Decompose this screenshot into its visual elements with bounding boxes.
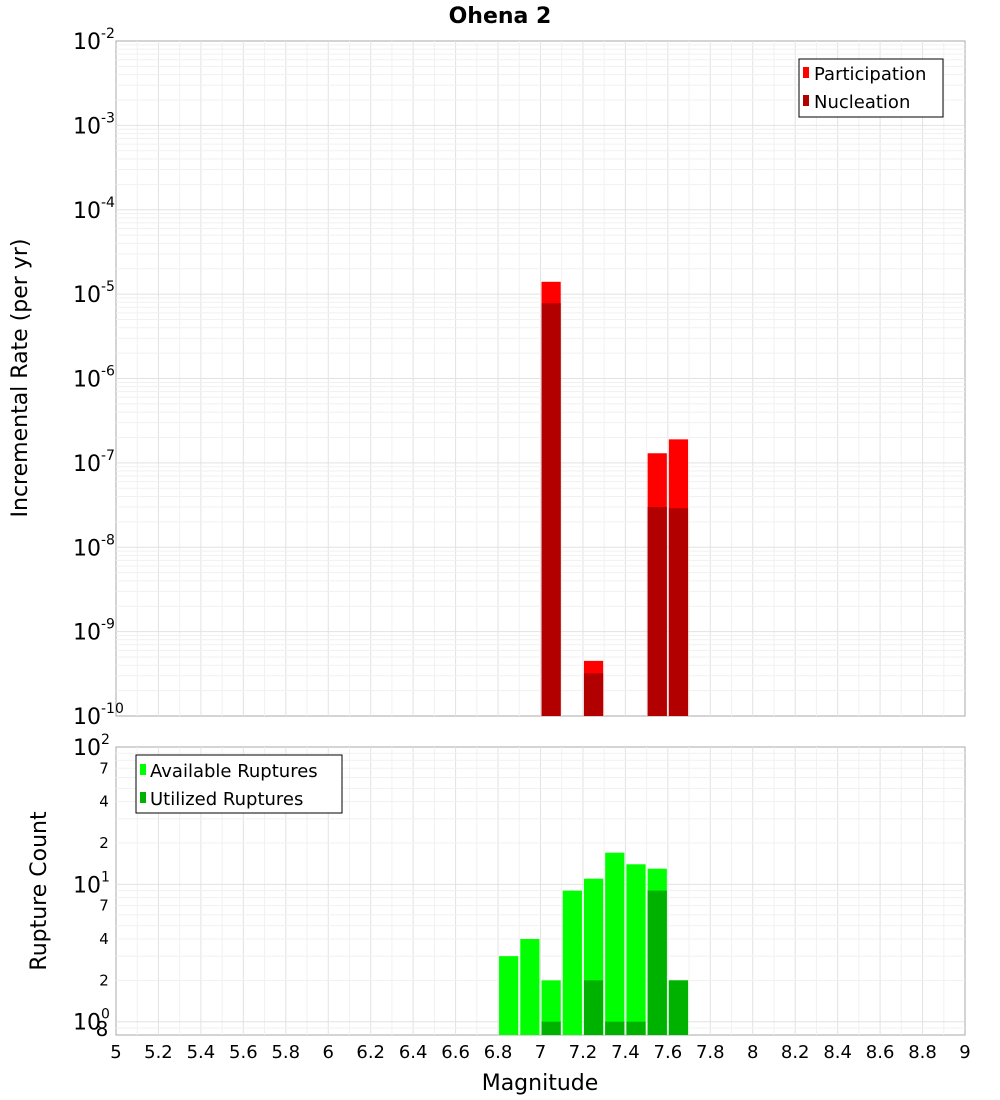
top-bar-nucleation	[583, 673, 604, 716]
x-tick-label: 7.8	[696, 1042, 725, 1063]
bottom-bar-utilized-ruptures	[626, 1021, 646, 1035]
bottom-bar-available-ruptures	[520, 939, 540, 1035]
x-tick-label: 9	[959, 1042, 970, 1063]
top-y-tick-label: 10-8	[73, 532, 115, 561]
top-bars	[541, 281, 689, 716]
x-tick-label: 6.8	[484, 1042, 513, 1063]
bottom-y-minor-tick-label: 4	[99, 793, 109, 811]
x-tick-label: 7.2	[569, 1042, 598, 1063]
bottom-y-tick-label: 102	[73, 732, 110, 761]
top-y-tick-label: 10-6	[73, 364, 115, 393]
x-tick-label: 6	[323, 1042, 334, 1063]
top-y-tick-labels: 10-10 10-9 10-8 10-7 10-6 10-5 10-4 10-3 10-2	[73, 26, 124, 730]
top-grid	[116, 41, 965, 716]
legend-label-utilized: Utilized Ruptures	[150, 789, 303, 810]
bottom-bar-available-ruptures	[626, 864, 646, 1035]
top-bar-nucleation	[668, 508, 689, 716]
x-tick-label: 5.6	[229, 1042, 258, 1063]
bottom-y-tick-label: 101	[73, 869, 110, 898]
x-tick-label: 7.6	[654, 1042, 683, 1063]
x-tick-label: 7	[535, 1042, 546, 1063]
bottom-legend: Available Ruptures Utilized Ruptures	[135, 754, 343, 814]
legend-swatch-participation	[803, 67, 809, 78]
bottom-y-minor-tick-label: 4	[99, 930, 109, 948]
bottom-y-minor-tick-label: 7	[99, 759, 109, 777]
legend-swatch-available	[140, 764, 146, 775]
bottom-y-minor-tick-label: 2	[99, 834, 109, 852]
legend-swatch-utilized	[140, 792, 146, 803]
bottom-panel: 100 101 102 8 2 4 7 2 4 7 Rupture Count Available…	[27, 732, 966, 1041]
bottom-bar-utilized-ruptures	[605, 1021, 625, 1035]
top-y-tick-label: 10-2	[73, 26, 115, 55]
top-bar-nucleation	[647, 506, 667, 716]
x-tick-labels: 5 5.2 5.4 5.6 5.8 6 6.2 6.4 6.6 6.8 7 7.2 7.4 7.6 7.8 8…	[110, 1042, 970, 1063]
x-tick-label: 6.2	[356, 1042, 385, 1063]
legend-label-nucleation: Nucleation	[814, 92, 910, 113]
top-y-tick-label: 10-3	[73, 110, 115, 139]
x-tick-label: 8.6	[866, 1042, 895, 1063]
bottom-y-minor-tick-label: 7	[99, 897, 109, 915]
bottom-bar-available-ruptures	[541, 980, 561, 1035]
x-tick-label: 5.2	[144, 1042, 173, 1063]
x-tick-label: 8.4	[823, 1042, 852, 1063]
top-y-tick-label: 10-5	[73, 279, 115, 308]
bottom-y-tick-labels: 100 101 102 8 2 4 7 2 4 7	[73, 732, 110, 1041]
bottom-bar-utilized-ruptures	[583, 980, 604, 1035]
x-tick-label: 5	[110, 1042, 121, 1063]
top-bar-nucleation	[541, 303, 561, 716]
bottom-bars	[499, 852, 689, 1035]
bottom-y-tick-label: 100	[73, 1007, 110, 1036]
legend-label-participation: Participation	[814, 64, 926, 85]
x-tick-label: 8.2	[781, 1042, 810, 1063]
x-tick-label: 6.4	[399, 1042, 428, 1063]
bottom-bar-utilized-ruptures	[668, 980, 689, 1035]
top-y-tick-label: 10-9	[73, 617, 115, 646]
bottom-y-axis-label: Rupture Count	[27, 811, 52, 971]
x-tick-label: 8	[747, 1042, 758, 1063]
bottom-bar-available-ruptures	[605, 852, 625, 1035]
x-axis-label: Magnitude	[482, 1071, 599, 1096]
top-legend: Participation Nucleation	[798, 58, 944, 118]
bottom-y-minor-tick-label: 8	[96, 1017, 109, 1041]
bottom-bar-available-ruptures	[499, 956, 519, 1035]
bottom-y-minor-tick-label: 2	[99, 971, 109, 989]
legend-label-available: Available Ruptures	[150, 761, 318, 782]
chart-title: Ohena 2	[449, 4, 552, 29]
bottom-bar-utilized-ruptures	[647, 890, 667, 1035]
top-legend-box	[798, 58, 944, 118]
top-y-tick-label: 10-4	[73, 195, 115, 224]
bottom-bar-utilized-ruptures	[541, 1021, 561, 1035]
top-y-axis-label: Incremental Rate (per yr)	[8, 239, 33, 518]
x-tick-label: 5.4	[187, 1042, 216, 1063]
bottom-legend-box	[135, 754, 343, 814]
top-panel: 10-10 10-9 10-8 10-7 10-6 10-5 10-4 10-3 10-2 In…	[8, 26, 966, 730]
top-y-tick-label: 10-10	[73, 701, 124, 730]
x-tick-label: 6.6	[441, 1042, 470, 1063]
legend-swatch-nucleation	[803, 95, 809, 106]
top-y-tick-label: 10-7	[73, 448, 115, 477]
x-tick-label: 8.8	[908, 1042, 937, 1063]
bottom-bar-available-ruptures	[562, 890, 582, 1035]
x-tick-label: 7.4	[611, 1042, 640, 1063]
x-tick-label: 5.8	[271, 1042, 300, 1063]
